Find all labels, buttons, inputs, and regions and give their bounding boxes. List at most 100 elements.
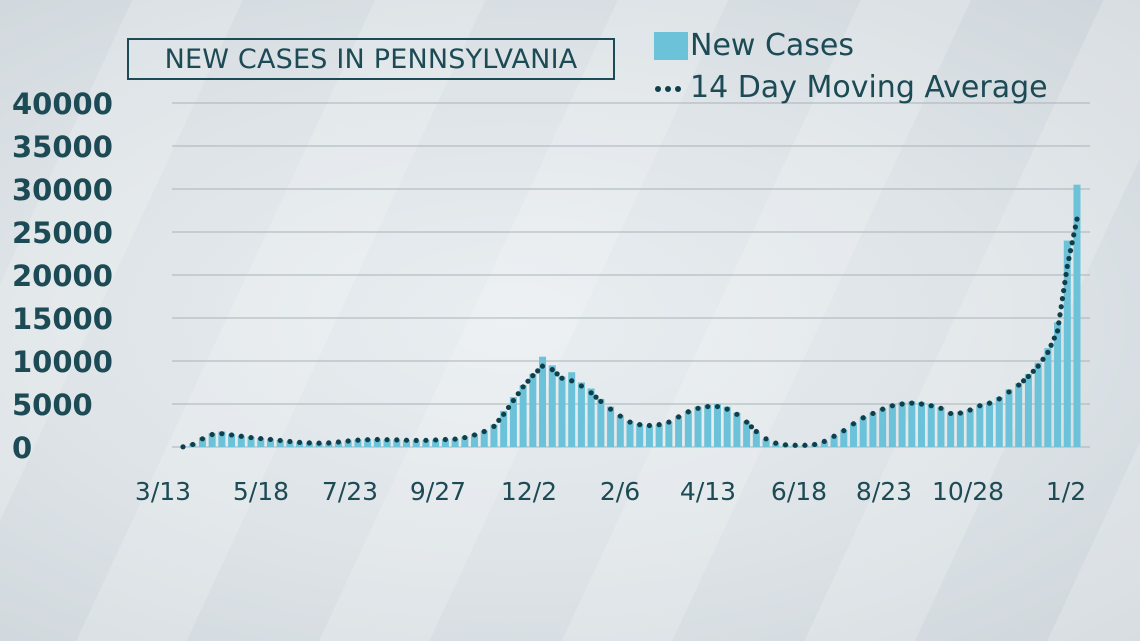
x-tick-label-10/28: 10/28 — [932, 477, 1004, 506]
bar-week-7/10 — [344, 440, 352, 447]
x-tick-label-8/23: 8/23 — [856, 477, 912, 506]
avg-dot-81 — [889, 403, 895, 409]
avg-dot-9 — [267, 436, 274, 443]
bar-week-12/10 — [1063, 240, 1071, 447]
avg-dot-78 — [860, 415, 866, 421]
bar-week-7/2 — [840, 429, 848, 447]
avg-dot-116 — [1072, 224, 1078, 230]
avg-dot-47 — [578, 383, 585, 389]
bar-week-1/8 — [597, 398, 605, 447]
avg-dot-65 — [744, 419, 750, 425]
avg-dot-88 — [957, 410, 963, 416]
bar-week-2/19 — [655, 424, 663, 447]
bar-week-11/19 — [1034, 362, 1042, 447]
avg-dot-54 — [637, 422, 643, 428]
avg-dot-42 — [539, 363, 546, 369]
bar-week-11/13 — [519, 385, 527, 447]
avg-dot-16 — [335, 439, 342, 445]
avg-dot-97 — [1030, 368, 1036, 374]
avg-dot-59 — [685, 409, 691, 415]
bar-week-8/13 — [898, 402, 906, 447]
bar-week-7/17 — [354, 439, 362, 447]
bar-week-6/18 — [820, 441, 828, 447]
avg-dot-20 — [374, 436, 380, 443]
avg-dot-33 — [496, 417, 502, 423]
avg-dot-41 — [535, 368, 541, 374]
bar-week-9/3 — [927, 404, 935, 447]
avg-dot-39 — [525, 378, 531, 384]
legend-new-cases-label: New Cases — [690, 28, 855, 63]
avg-dot-74 — [821, 438, 827, 445]
bar-week-4/3 — [208, 433, 216, 447]
avg-dot-2 — [199, 436, 206, 442]
bar-week-9/24 — [956, 411, 964, 447]
avg-dot-58 — [675, 414, 682, 420]
avg-dot-51 — [607, 406, 614, 412]
x-tick-label-4/13: 4/13 — [680, 477, 736, 506]
avg-dot-44 — [554, 371, 560, 377]
avg-dot-63 — [724, 406, 730, 412]
bar-week-10/2 — [461, 436, 469, 447]
avg-dot-75 — [831, 433, 837, 439]
avg-dot-113 — [1067, 248, 1074, 254]
moving-average-dots — [180, 216, 1080, 450]
legend-moving-average: 14 Day Moving Average — [654, 70, 1048, 105]
avg-dot-76 — [841, 428, 847, 434]
avg-dot-17 — [345, 438, 351, 444]
avg-dot-61 — [705, 403, 711, 410]
bar-week-8/20 — [908, 401, 916, 447]
avg-dot-38 — [520, 384, 526, 390]
bar-week-10/1 — [966, 409, 974, 447]
avg-dot-104 — [1056, 320, 1062, 326]
bar-week-4/2 — [713, 404, 721, 447]
avg-dot-31 — [481, 428, 487, 435]
bar-week-11/6 — [509, 397, 517, 447]
avg-dot-15 — [326, 440, 332, 446]
bar-week-4/16 — [733, 412, 741, 447]
bar-week-8/6 — [888, 404, 896, 447]
bar-week-3/26 — [704, 404, 712, 447]
avg-dot-8 — [258, 435, 264, 442]
y-tick-label-5000: 5000 — [12, 388, 93, 422]
avg-dot-13 — [306, 440, 312, 446]
bar-week-11/20 — [529, 373, 537, 447]
avg-dot-27 — [442, 436, 448, 443]
avg-dot-110 — [1063, 271, 1069, 278]
bar-week-8/14 — [393, 439, 401, 447]
bar-week-12/18 — [568, 372, 576, 447]
bar-week-1/15 — [607, 406, 615, 447]
avg-dot-5 — [228, 432, 235, 438]
bar-week-11/26 — [1044, 348, 1052, 447]
avg-dot-24 — [413, 437, 419, 443]
legend-new-cases: New Cases — [654, 28, 854, 63]
bar-week-1/29 — [626, 421, 634, 447]
bar-week-3/5 — [675, 416, 683, 447]
bar-week-11/27 — [539, 356, 547, 447]
bar-week-5/8 — [257, 437, 265, 447]
bar-week-5/29 — [286, 441, 294, 447]
avg-dot-64 — [734, 411, 740, 417]
bar-week-12/17 — [1073, 184, 1081, 447]
avg-dot-101 — [1048, 342, 1054, 348]
y-tick-label-25000: 25000 — [12, 216, 113, 250]
avg-dot-92 — [996, 396, 1002, 402]
bar-week-4/23 — [743, 421, 751, 447]
avg-dot-30 — [471, 432, 478, 438]
bar-week-5/22 — [276, 440, 284, 447]
avg-dot-11 — [287, 438, 293, 445]
avg-dot-37 — [515, 391, 521, 397]
avg-dot-6 — [238, 433, 244, 439]
avg-dot-89 — [967, 407, 973, 413]
bar-week-8/7 — [383, 439, 391, 447]
avg-dot-98 — [1035, 363, 1041, 369]
avg-dot-84 — [918, 401, 925, 407]
bar-week-10/22 — [995, 397, 1003, 447]
avg-dot-83 — [909, 400, 915, 406]
avg-dot-105 — [1057, 312, 1063, 318]
avg-dot-14 — [316, 440, 322, 446]
avg-dot-108 — [1061, 287, 1067, 294]
bar-week-10/29 — [1005, 389, 1013, 447]
bar-week-9/25 — [451, 438, 459, 447]
bar-week-4/30 — [752, 431, 760, 447]
